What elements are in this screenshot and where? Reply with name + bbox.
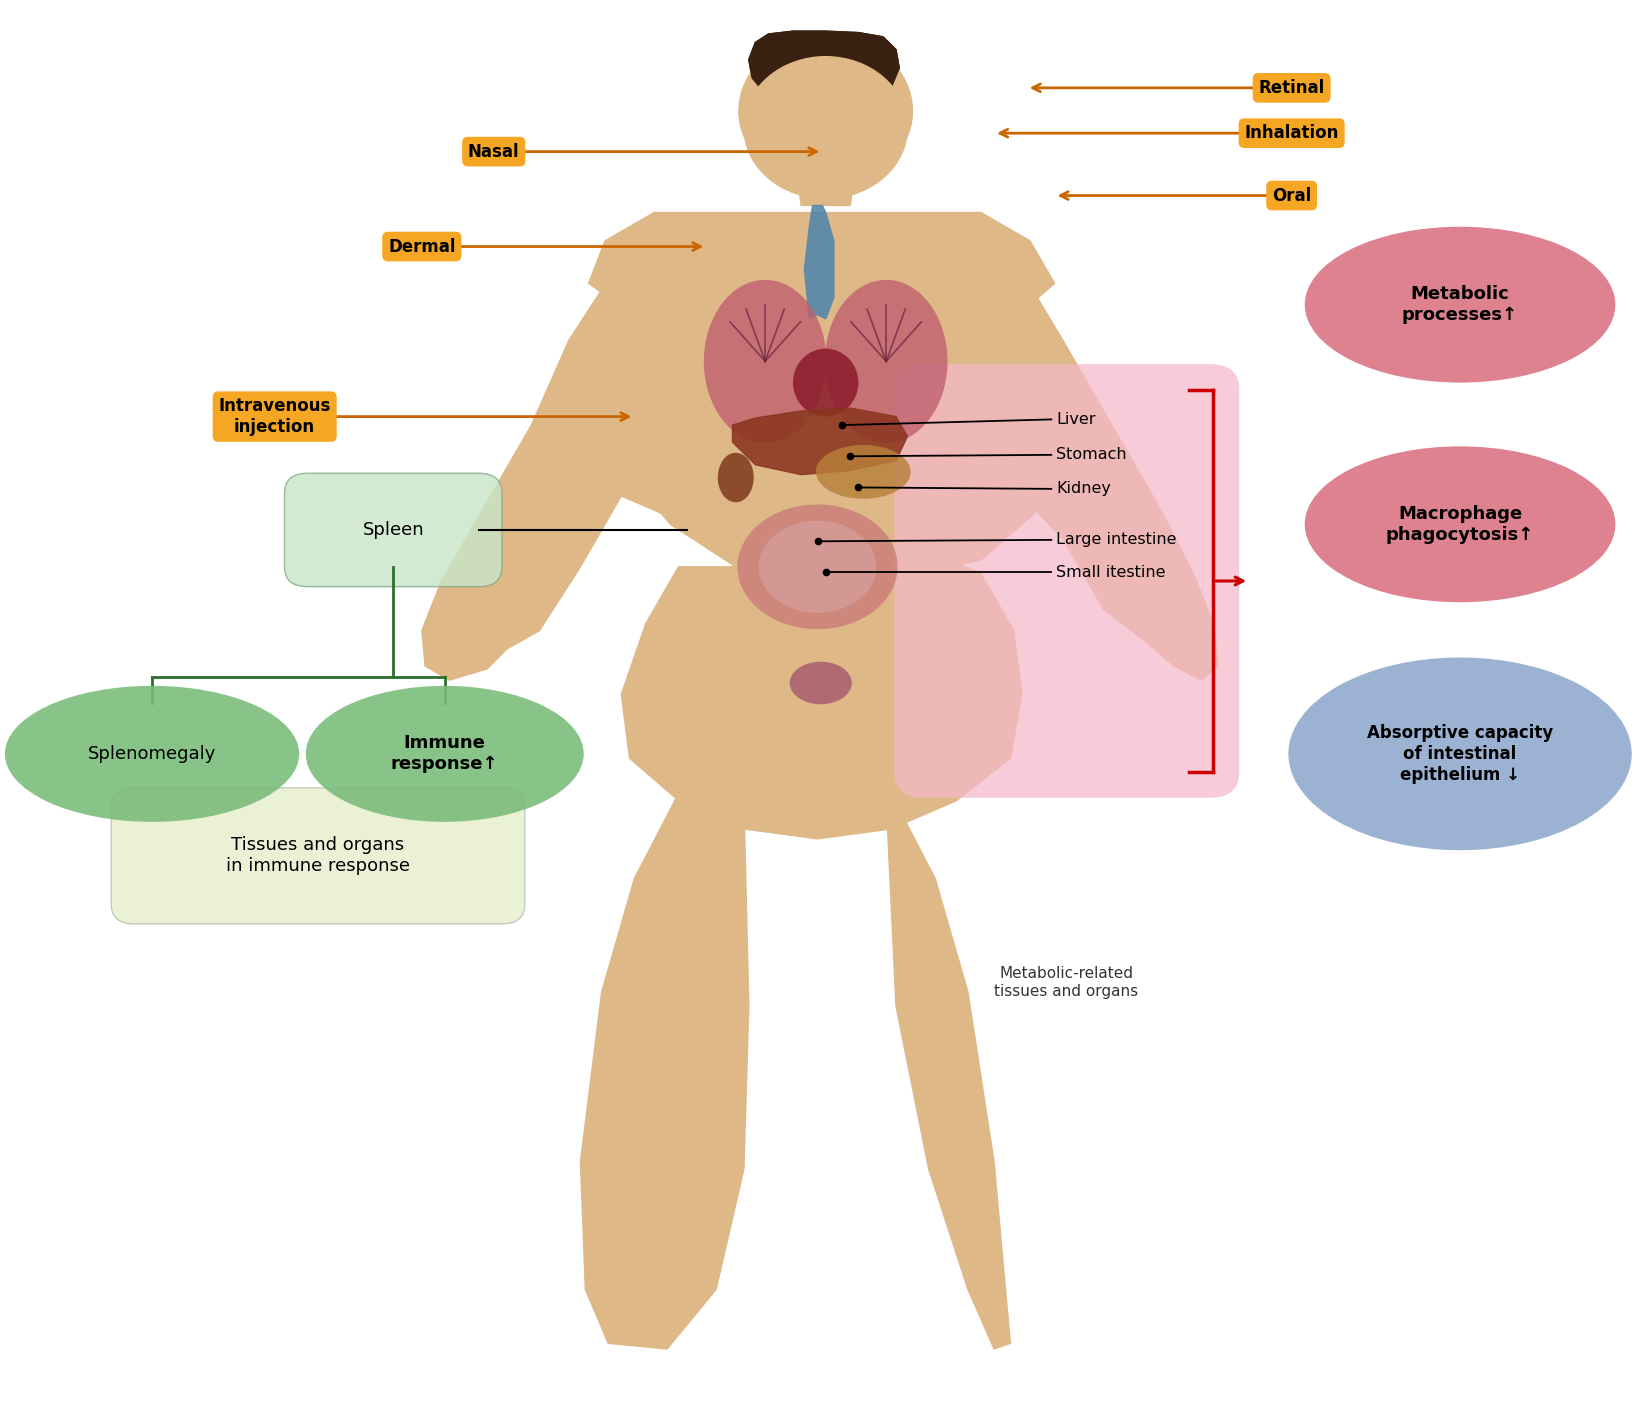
- Polygon shape: [732, 408, 907, 475]
- Text: Splenomegaly: Splenomegaly: [88, 745, 216, 762]
- Polygon shape: [589, 213, 768, 312]
- Polygon shape: [580, 794, 749, 1349]
- Ellipse shape: [816, 445, 911, 499]
- Ellipse shape: [1288, 657, 1632, 850]
- Ellipse shape: [826, 281, 948, 444]
- Polygon shape: [621, 560, 1022, 839]
- FancyBboxPatch shape: [284, 473, 502, 587]
- Polygon shape: [597, 213, 1046, 581]
- Text: Dermal: Dermal: [387, 238, 456, 255]
- FancyBboxPatch shape: [894, 364, 1239, 798]
- Polygon shape: [422, 227, 736, 680]
- Text: Absorptive capacity
of intestinal
epithelium ↓: Absorptive capacity of intestinal epithe…: [1367, 724, 1553, 784]
- Ellipse shape: [718, 453, 754, 503]
- Text: Tissues and organs
in immune response: Tissues and organs in immune response: [226, 836, 410, 876]
- Text: Metabolic
processes↑: Metabolic processes↑: [1401, 285, 1519, 324]
- Ellipse shape: [737, 504, 898, 629]
- Polygon shape: [749, 31, 899, 102]
- Circle shape: [739, 35, 912, 186]
- Polygon shape: [798, 181, 853, 205]
- Text: Macrophage
phagocytosis↑: Macrophage phagocytosis↑: [1386, 504, 1534, 544]
- Polygon shape: [749, 31, 899, 102]
- Ellipse shape: [1305, 446, 1615, 602]
- Text: Intravenous
injection: Intravenous injection: [219, 397, 330, 436]
- Circle shape: [744, 57, 907, 198]
- Text: Stomach: Stomach: [1056, 448, 1127, 462]
- Text: Inhalation: Inhalation: [1244, 125, 1339, 142]
- Ellipse shape: [5, 686, 299, 822]
- Polygon shape: [886, 794, 1010, 1349]
- Text: Oral: Oral: [1272, 187, 1311, 204]
- Ellipse shape: [759, 521, 876, 614]
- Text: Spleen: Spleen: [363, 521, 423, 538]
- Polygon shape: [940, 227, 1218, 680]
- Ellipse shape: [306, 686, 584, 822]
- Polygon shape: [739, 111, 912, 186]
- Text: Retinal: Retinal: [1259, 79, 1324, 96]
- Text: Small itestine: Small itestine: [1056, 565, 1166, 580]
- Ellipse shape: [703, 281, 827, 444]
- Text: Large intestine: Large intestine: [1056, 533, 1177, 547]
- Text: Kidney: Kidney: [1056, 482, 1112, 496]
- Ellipse shape: [1305, 227, 1615, 383]
- Text: Nasal: Nasal: [468, 143, 520, 160]
- Text: Metabolic-related
tissues and organs: Metabolic-related tissues and organs: [994, 966, 1138, 999]
- Polygon shape: [891, 213, 1055, 312]
- FancyBboxPatch shape: [111, 788, 525, 924]
- Text: Immune
response↑: Immune response↑: [391, 734, 499, 774]
- Ellipse shape: [790, 662, 852, 704]
- Text: Liver: Liver: [1056, 412, 1095, 427]
- Ellipse shape: [793, 349, 858, 417]
- Polygon shape: [804, 205, 834, 319]
